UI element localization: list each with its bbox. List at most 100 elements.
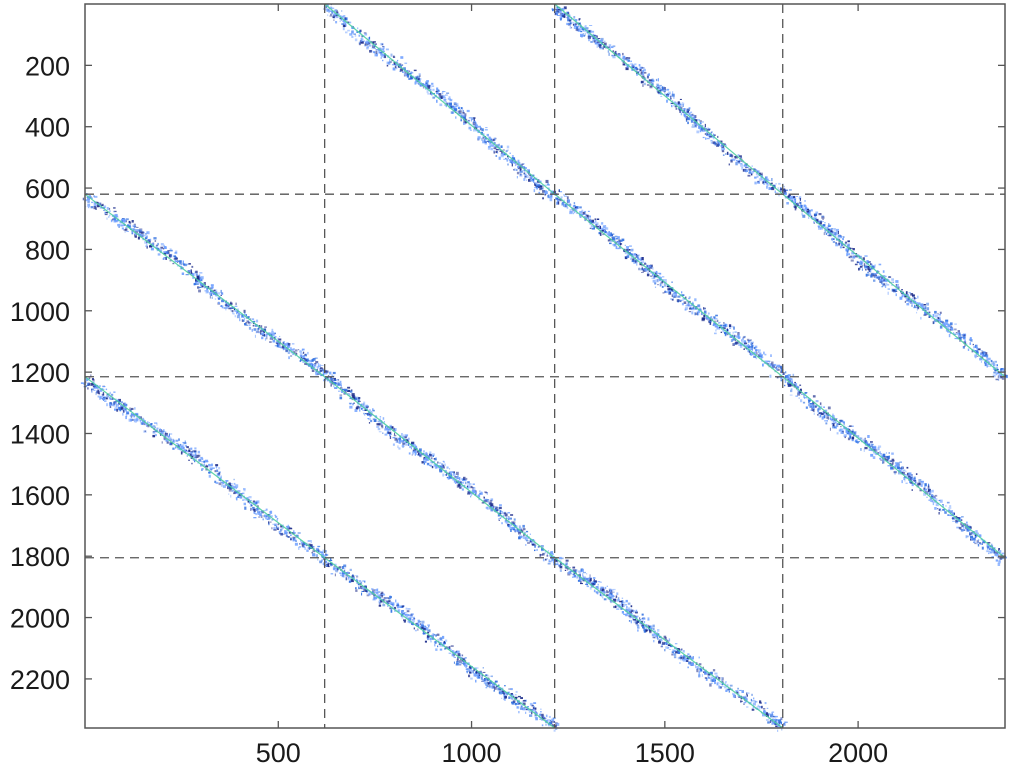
scatter-point [986, 355, 989, 358]
scatter-point [879, 453, 882, 455]
scatter-point [548, 559, 550, 562]
scatter-point [249, 505, 252, 508]
scatter-point [674, 290, 678, 294]
scatter-point [392, 67, 395, 71]
scatter-point [703, 314, 706, 318]
scatter-point [468, 483, 472, 486]
scatter-point [882, 284, 885, 287]
scatter-point [123, 220, 126, 224]
scatter-point [175, 250, 178, 254]
scatter-point [518, 531, 521, 535]
scatter-point [728, 324, 732, 328]
scatter-point [788, 377, 791, 381]
scatter-point [168, 254, 172, 258]
scatter-point [458, 106, 461, 109]
scatter-point [414, 629, 417, 632]
scatter-point [344, 21, 347, 24]
scatter-point [458, 483, 460, 487]
scatter-point [130, 409, 132, 412]
scatter-point [969, 342, 971, 345]
scatter-point [523, 169, 525, 172]
scatter-point [691, 126, 695, 128]
scatter-point [163, 251, 167, 254]
scatter-point [98, 392, 101, 395]
scatter-point [473, 124, 476, 127]
scatter-point [130, 414, 133, 416]
scatter-point [148, 240, 151, 243]
scatter-point [536, 185, 538, 189]
scatter-point [205, 464, 207, 467]
scatter-point [756, 170, 759, 174]
scatter-point [530, 538, 533, 542]
scatter-point [716, 326, 719, 330]
scatter-point [203, 460, 206, 463]
scatter-point [106, 207, 109, 211]
scatter-point [120, 401, 123, 404]
scatter-point [719, 321, 721, 324]
scatter-point [224, 484, 226, 486]
scatter-point [243, 309, 246, 313]
scatter-point [277, 523, 280, 525]
scatter-point [962, 346, 965, 349]
scatter-point [802, 214, 806, 218]
scatter-point [157, 242, 159, 246]
scatter-point [993, 364, 995, 367]
scatter-point [762, 363, 764, 367]
scatter-point [370, 419, 373, 423]
scatter-point [372, 42, 375, 45]
scatter-point [680, 300, 682, 302]
scatter-point [864, 446, 868, 450]
scatter-point [779, 187, 782, 189]
scatter-point [743, 164, 747, 167]
scatter-point [833, 232, 837, 235]
scatter-point [440, 466, 444, 469]
scatter-point [258, 328, 260, 330]
scatter-point [837, 236, 839, 239]
scatter-point [976, 540, 979, 543]
scatter-point [276, 525, 278, 529]
scatter-point [750, 173, 753, 176]
scatter-point [812, 401, 815, 405]
scatter-point [747, 344, 750, 347]
scatter-point [292, 536, 296, 539]
scatter-point [880, 282, 883, 285]
scatter-point [146, 231, 150, 235]
scatter-point [691, 311, 694, 315]
scatter-point [331, 11, 333, 15]
scatter-point [604, 226, 606, 229]
scatter-point [197, 454, 201, 457]
scatter-point [678, 108, 681, 111]
scatter-point [493, 137, 496, 141]
scatter-point [760, 356, 764, 358]
scatter-point [490, 508, 494, 512]
scatter-point [190, 451, 192, 455]
scatter-point [891, 458, 895, 462]
scatter-point [657, 272, 660, 274]
scatter-point [263, 509, 267, 512]
scatter-point [830, 229, 833, 233]
scatter-point [882, 275, 886, 278]
scatter-point [914, 297, 917, 299]
scatter-point [920, 480, 924, 484]
scatter-point [467, 481, 470, 484]
scatter-point [930, 490, 932, 493]
scatter-point [666, 286, 670, 288]
scatter-point [802, 401, 806, 404]
scatter-point [91, 378, 94, 381]
scatter-point [945, 505, 947, 507]
scatter-point [681, 299, 684, 301]
scatter-point [402, 444, 404, 448]
scatter-point [675, 102, 678, 105]
scatter-point [237, 313, 240, 316]
scatter-point [621, 240, 623, 243]
scatter-point [847, 437, 851, 441]
scatter-point [307, 540, 311, 542]
scatter-point [80, 382, 84, 384]
scatter-point [653, 276, 656, 279]
scatter-point [188, 459, 190, 461]
scatter-point [652, 273, 655, 276]
scatter-point [131, 230, 134, 233]
scatter-point [132, 224, 136, 227]
scatter-point [642, 260, 644, 264]
scatter-point [908, 292, 911, 294]
